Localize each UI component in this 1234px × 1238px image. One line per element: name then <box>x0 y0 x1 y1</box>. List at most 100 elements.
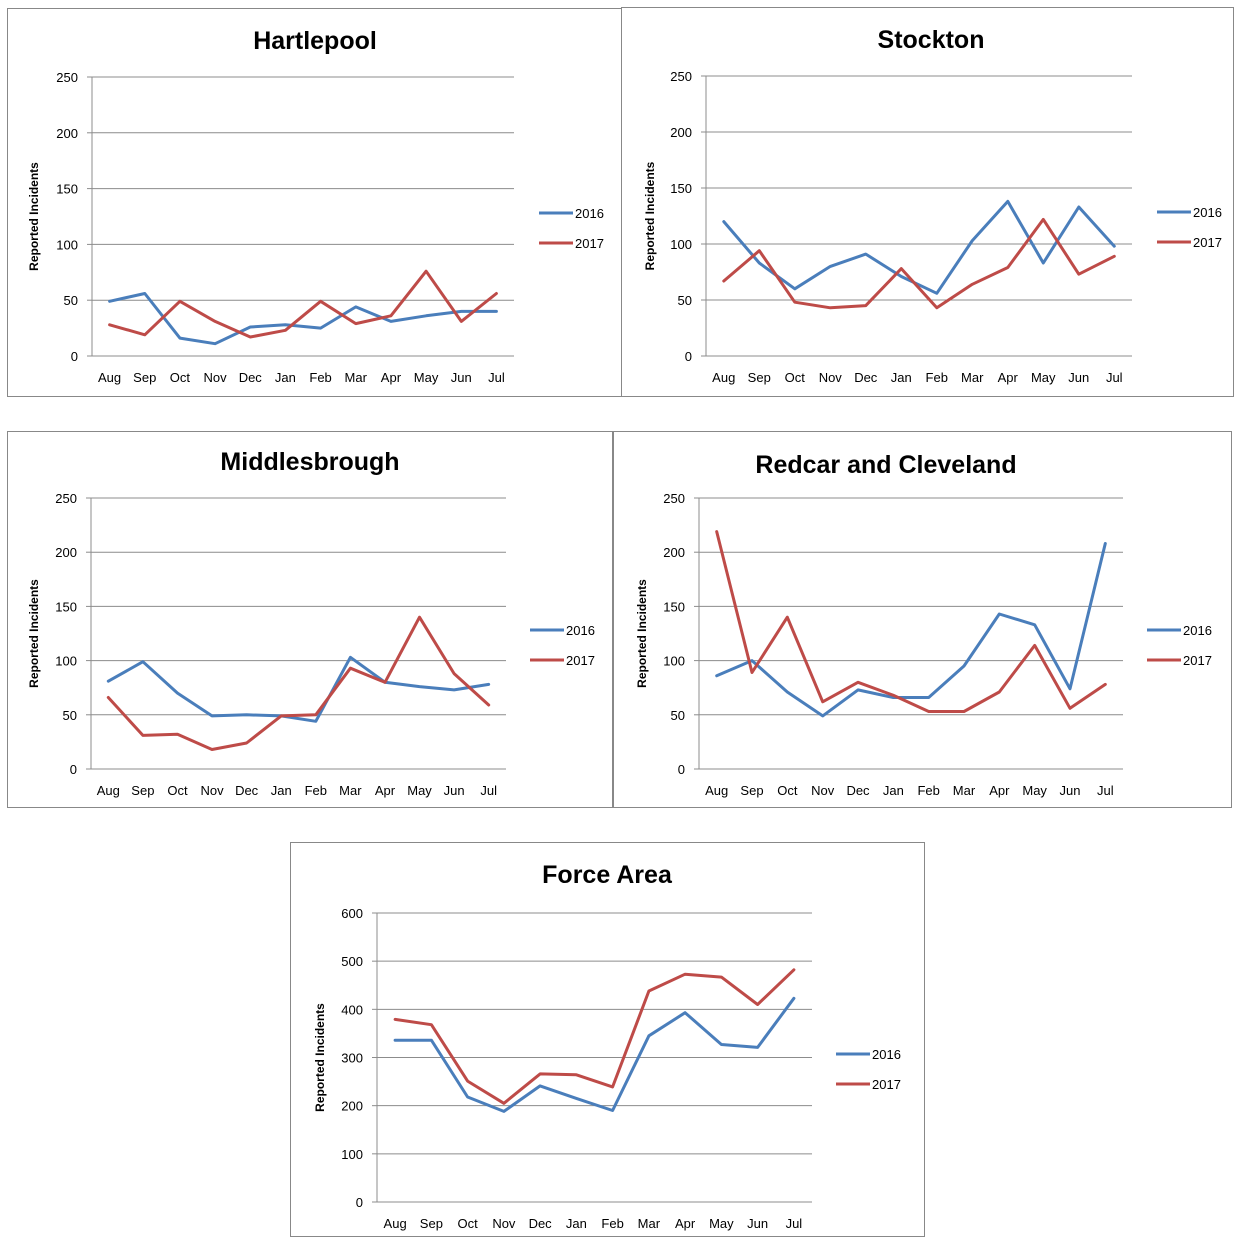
x-tick-label-jul: Jul <box>786 1216 803 1231</box>
x-tick-label-apr: Apr <box>381 370 402 385</box>
x-tick-label-feb: Feb <box>917 783 939 798</box>
x-tick-label-dec: Dec <box>854 370 878 385</box>
series-line-2017-redcar-and-cleveland <box>715 530 1107 713</box>
x-tick-label-jan: Jan <box>566 1216 587 1231</box>
series-line-2017-middlesbrough <box>106 615 491 751</box>
chart-svg-middlesbrough: Middlesbrough 0 50 100 150 200 250 Aug Sep Oct Nov… <box>27 448 595 798</box>
chart-svg-redcar-and-cleveland: Redcar and Cleveland 0 50 100 150 200 250 Aug Se… <box>635 451 1212 798</box>
y-tick-label: 0 <box>685 349 692 364</box>
x-tick-label-nov: Nov <box>811 783 835 798</box>
legend-label-2017: 2017 <box>872 1077 901 1092</box>
x-tick-label-oct: Oct <box>167 783 188 798</box>
x-tick-label-jul: Jul <box>1106 370 1123 385</box>
x-tick-label-jun: Jun <box>1068 370 1089 385</box>
x-tick-label-oct: Oct <box>785 370 806 385</box>
chart-svg-force-area: Force Area 0 100 200 300 400 500 600 Aug Sep Oct No… <box>313 861 901 1231</box>
x-tick-label-apr: Apr <box>998 370 1019 385</box>
y-tick-label: 0 <box>71 349 78 364</box>
y-tick-label: 150 <box>670 181 692 196</box>
x-tick-label-sep: Sep <box>740 783 763 798</box>
x-tick-label-may: May <box>1031 370 1056 385</box>
y-tick-label: 100 <box>56 237 78 252</box>
y-tick-label: 50 <box>63 708 77 723</box>
x-tick-label-mar: Mar <box>961 370 984 385</box>
x-tick-label-sep: Sep <box>748 370 771 385</box>
y-axis-label: Reported Incidents <box>27 162 41 271</box>
y-axis-label: Reported Incidents <box>643 161 657 270</box>
legend-label-2016: 2016 <box>1193 205 1222 220</box>
y-axis-label: Reported Incidents <box>313 1003 327 1112</box>
x-tick-label-may: May <box>709 1216 734 1231</box>
x-tick-label-feb: Feb <box>601 1216 623 1231</box>
y-tick-label: 150 <box>663 599 685 614</box>
legend-label-2016: 2016 <box>566 623 595 638</box>
x-tick-label-apr: Apr <box>675 1216 696 1231</box>
x-tick-label-nov: Nov <box>200 783 224 798</box>
x-tick-label-oct: Oct <box>170 370 191 385</box>
y-axis-label: Reported Incidents <box>27 579 41 688</box>
series-line-2017-hartlepool <box>108 269 498 339</box>
series-line-2016-hartlepool <box>108 292 498 346</box>
chart-svg-stockton: Stockton 0 50 100 150 200 250 Aug Sep Oct Nov Dec Ja… <box>643 26 1222 385</box>
x-tick-label-sep: Sep <box>131 783 154 798</box>
x-tick-label-sep: Sep <box>133 370 156 385</box>
y-tick-label: 250 <box>56 70 78 85</box>
chart-title: Stockton <box>878 26 985 54</box>
x-tick-label-nov: Nov <box>819 370 843 385</box>
legend-label-2016: 2016 <box>575 206 604 221</box>
x-tick-label-jan: Jan <box>271 783 292 798</box>
legend-label-2017: 2017 <box>566 653 595 668</box>
y-tick-label: 50 <box>678 293 692 308</box>
x-tick-label-mar: Mar <box>638 1216 661 1231</box>
y-tick-label: 100 <box>341 1147 363 1162</box>
series-line-2017-stockton <box>722 217 1116 310</box>
chart-middlesbrough: Middlesbrough 0 50 100 150 200 250 Aug Sep Oct Nov… <box>7 431 613 808</box>
x-tick-label-mar: Mar <box>345 370 368 385</box>
x-tick-label-aug: Aug <box>712 370 735 385</box>
legend-label-2016: 2016 <box>872 1047 901 1062</box>
y-tick-label: 200 <box>56 126 78 141</box>
x-tick-label-jul: Jul <box>480 783 497 798</box>
x-tick-label-jun: Jun <box>747 1216 768 1231</box>
y-tick-label: 300 <box>341 1051 363 1066</box>
x-tick-label-apr: Apr <box>989 783 1010 798</box>
x-tick-label-nov: Nov <box>204 370 228 385</box>
x-tick-label-jan: Jan <box>891 370 912 385</box>
x-tick-label-aug: Aug <box>705 783 728 798</box>
x-tick-label-aug: Aug <box>384 1216 407 1231</box>
series-line-2016-middlesbrough <box>106 655 491 723</box>
y-tick-label: 100 <box>663 654 685 669</box>
y-tick-label: 150 <box>56 182 78 197</box>
chart-title: Redcar and Cleveland <box>755 451 1016 479</box>
chart-force-area: Force Area 0 100 200 300 400 500 600 Aug Sep Oct No… <box>290 842 925 1237</box>
x-tick-label-mar: Mar <box>339 783 362 798</box>
x-tick-label-jul: Jul <box>488 370 505 385</box>
y-tick-label: 0 <box>70 762 77 777</box>
series-line-2016-force-area <box>393 996 796 1113</box>
legend-label-2016: 2016 <box>1183 623 1212 638</box>
x-tick-label-feb: Feb <box>309 370 331 385</box>
x-tick-label-jan: Jan <box>275 370 296 385</box>
y-tick-label: 600 <box>341 906 363 921</box>
series-line-2016-redcar-and-cleveland <box>715 542 1107 718</box>
chart-title: Force Area <box>542 861 673 889</box>
x-tick-label-feb: Feb <box>926 370 948 385</box>
y-tick-label: 200 <box>670 125 692 140</box>
chart-title: Middlesbrough <box>220 448 399 476</box>
y-tick-label: 0 <box>356 1195 363 1210</box>
chart-svg-hartlepool: Hartlepool 0 50 100 150 200 250 Aug Sep Oct Nov Dec… <box>27 27 604 385</box>
y-tick-label: 0 <box>678 762 685 777</box>
x-tick-label-dec: Dec <box>846 783 870 798</box>
y-tick-label: 250 <box>670 69 692 84</box>
chart-redcar-and-cleveland: Redcar and Cleveland 0 50 100 150 200 250 Aug Se… <box>613 431 1232 808</box>
chart-title: Hartlepool <box>253 27 377 55</box>
chart-stockton: Stockton 0 50 100 150 200 250 Aug Sep Oct Nov Dec Ja… <box>621 7 1234 397</box>
x-tick-label-jun: Jun <box>1060 783 1081 798</box>
x-tick-label-may: May <box>407 783 432 798</box>
y-tick-label: 200 <box>341 1099 363 1114</box>
x-tick-label-dec: Dec <box>529 1216 553 1231</box>
y-tick-label: 250 <box>663 491 685 506</box>
chart-hartlepool: Hartlepool 0 50 100 150 200 250 Aug Sep Oct Nov Dec… <box>7 8 622 397</box>
y-tick-label: 400 <box>341 1002 363 1017</box>
y-tick-label: 100 <box>670 237 692 252</box>
